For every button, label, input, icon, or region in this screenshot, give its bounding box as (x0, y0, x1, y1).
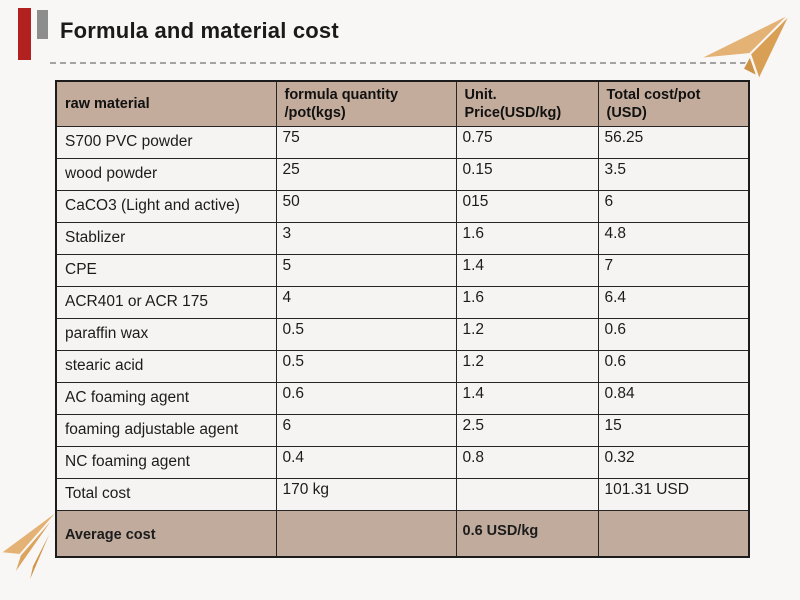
material-cell: Average cost (55, 509, 277, 558)
column-header: formula quantity /pot(kgs) (275, 80, 457, 127)
table-row: ACR401 or ACR 175 4 1.6 6.4 (55, 285, 750, 319)
material-cell: Stablizer (55, 221, 277, 255)
value-cell: 2.5 (455, 413, 599, 447)
value-cell: 0.75 (455, 125, 599, 159)
value-cell: 0.5 (275, 349, 457, 383)
value-cell: 6.4 (597, 285, 750, 319)
slide-title: Formula and material cost (60, 18, 339, 43)
dashed-divider (50, 62, 746, 64)
material-cell: stearic acid (55, 349, 277, 383)
column-header: raw material (55, 80, 277, 127)
value-cell: 7 (597, 253, 750, 287)
value-cell: 4 (275, 285, 457, 319)
material-cell: NC foaming agent (55, 445, 277, 479)
value-cell (275, 509, 457, 558)
table-row: Total cost 170 kg 101.31 USD (55, 477, 750, 511)
column-header: Total cost/pot (USD) (597, 80, 750, 127)
paper-plane-icon-bottom-left (0, 506, 63, 590)
material-cell: wood powder (55, 157, 277, 191)
value-cell: 0.15 (455, 157, 599, 191)
value-cell: 56.25 (597, 125, 750, 159)
value-cell: 101.31 USD (597, 477, 750, 511)
table-row: paraffin wax 0.5 1.2 0.6 (55, 317, 750, 351)
table-row: wood powder 25 0.15 3.5 (55, 157, 750, 191)
value-cell: 1.6 (455, 221, 599, 255)
value-cell: 5 (275, 253, 457, 287)
gray-accent-bar (37, 10, 48, 39)
value-cell: 0.4 (275, 445, 457, 479)
value-cell: 50 (275, 189, 457, 223)
column-header: Unit. Price(USD/kg) (455, 80, 599, 127)
material-cell: AC foaming agent (55, 381, 277, 415)
value-cell: 25 (275, 157, 457, 191)
value-cell (455, 477, 599, 511)
material-cost-table: raw material formula quantity /pot(kgs) Un… (55, 80, 750, 558)
value-cell: 0.8 (455, 445, 599, 479)
value-cell: 6 (275, 413, 457, 447)
table-row: S700 PVC powder 75 0.75 56.25 (55, 125, 750, 159)
value-cell: 0.6 USD/kg (455, 509, 599, 558)
material-cell: foaming adjustable agent (55, 413, 277, 447)
value-cell: 1.4 (455, 381, 599, 415)
value-cell: 170 kg (275, 477, 457, 511)
value-cell: 015 (455, 189, 599, 223)
value-cell: 0.84 (597, 381, 750, 415)
value-cell: 0.5 (275, 317, 457, 351)
value-cell: 3.5 (597, 157, 750, 191)
material-cell: paraffin wax (55, 317, 277, 351)
table-row: CaCO3 (Light and active) 50 015 6 (55, 189, 750, 223)
material-cell: S700 PVC powder (55, 125, 277, 159)
value-cell: 75 (275, 125, 457, 159)
material-cell: ACR401 or ACR 175 (55, 285, 277, 319)
table-header-row: raw material formula quantity /pot(kgs) Un… (55, 80, 750, 127)
value-cell: 1.6 (455, 285, 599, 319)
table-row: Average cost 0.6 USD/kg (55, 509, 750, 558)
value-cell (597, 509, 750, 558)
red-accent-bar (18, 8, 31, 60)
value-cell: 3 (275, 221, 457, 255)
table-row: stearic acid 0.5 1.2 0.6 (55, 349, 750, 383)
paper-plane-icon-top-right (698, 12, 792, 82)
value-cell: 1.4 (455, 253, 599, 287)
table-row: CPE 5 1.4 7 (55, 253, 750, 287)
value-cell: 6 (597, 189, 750, 223)
material-cell: CaCO3 (Light and active) (55, 189, 277, 223)
table-row: Stablizer 3 1.6 4.8 (55, 221, 750, 255)
material-cell: CPE (55, 253, 277, 287)
material-cell: Total cost (55, 477, 277, 511)
value-cell: 15 (597, 413, 750, 447)
value-cell: 1.2 (455, 349, 599, 383)
table-row: NC foaming agent 0.4 0.8 0.32 (55, 445, 750, 479)
table-row: foaming adjustable agent 6 2.5 15 (55, 413, 750, 447)
value-cell: 0.6 (597, 317, 750, 351)
value-cell: 4.8 (597, 221, 750, 255)
value-cell: 0.6 (597, 349, 750, 383)
value-cell: 1.2 (455, 317, 599, 351)
table-row: AC foaming agent 0.6 1.4 0.84 (55, 381, 750, 415)
value-cell: 0.32 (597, 445, 750, 479)
value-cell: 0.6 (275, 381, 457, 415)
